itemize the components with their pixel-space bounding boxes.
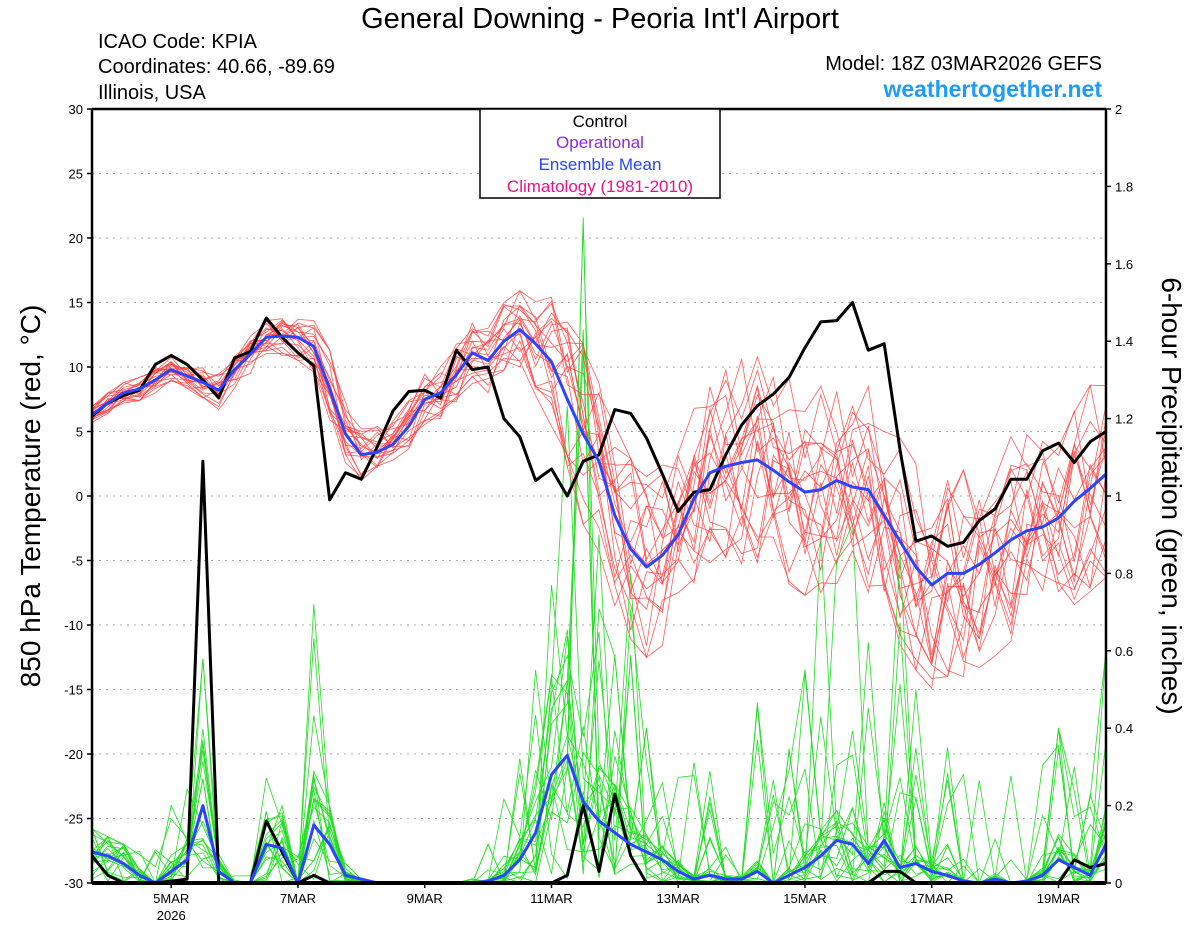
member-temp-line [91,299,1107,678]
y2-tick-label: 1.4 [1115,334,1133,349]
member-precip-line [91,223,1107,885]
member-precip-line [91,622,1107,885]
member-precip-line [91,609,1107,884]
y2-tick-label: 0.8 [1115,566,1133,581]
legend-control: Control [573,112,628,131]
region: Illinois, USA [98,82,206,104]
y-tick-label: -30 [64,876,83,891]
icao-code: ICAO Code: KPIA [98,31,258,53]
x-tick-label: 13MAR [657,891,700,906]
axes: -30 -25 -20 -15 -10 -5 0 5 10 15 20 25 30 0 0.2 0.4 0.6 0… [64,102,1133,923]
member-temp-line [91,318,1107,602]
legend: Control Operational Ensemble Mean Climat… [479,108,721,199]
control-temp-line [91,301,1107,548]
x-tick-year: 2026 [157,908,186,923]
x-tick-label: 15MAR [783,891,826,906]
legend-box [479,108,721,199]
y-tick-label: -25 [64,812,83,827]
member-precip-line [91,584,1107,884]
y-tick-label: 5 [76,425,83,440]
member-precip-line [91,650,1107,884]
mean-precip-line [91,753,1108,885]
x-tick-label: 7MAR [280,891,316,906]
y-tick-label: -15 [64,683,83,698]
y2-tick-label: 1 [1115,489,1122,504]
y-tick-label: 20 [69,231,83,246]
y-tick-label: -20 [64,747,83,762]
y2-tick-label: 0.6 [1115,644,1133,659]
member-precip-line [91,608,1107,884]
x-tick-label: 5MAR [153,891,189,906]
member-precip-line [91,217,1107,885]
ensemble-members [91,217,1107,885]
legend-ensemble-mean: Ensemble Mean [539,155,662,174]
y-tick-label: 10 [69,360,83,375]
y2-tick-label: 0.2 [1115,799,1133,814]
y2-tick-label: 1.6 [1115,257,1133,272]
y-tick-label: -10 [64,618,83,633]
series-lines [90,301,1108,885]
x-tick-label: 9MAR [407,891,443,906]
y2-tick-label: 2 [1115,102,1122,117]
y2-tick-label: 0 [1115,876,1122,891]
model-run: Model: 18Z 03MAR2026 GEFS [825,53,1102,75]
mean-temp-line [91,328,1108,587]
x-tick-label: 11MAR [530,891,572,906]
member-precip-line [91,679,1107,885]
x-tick-label: 19MAR [1037,891,1080,906]
member-temp-line [91,328,1107,678]
legend-operational: Operational [556,133,644,152]
member-temp-line [91,324,1107,658]
member-precip-line [91,747,1107,885]
member-temp-line [91,305,1107,611]
y-axis-label: 850 hPa Temperature (red, °C) [15,305,46,688]
y2-tick-label: 1.8 [1115,179,1133,194]
gridlines [92,173,1106,819]
legend-climatology: Climatology (1981-2010) [507,177,693,196]
member-precip-line [91,726,1107,885]
y-tick-label: 25 [69,167,83,182]
y2-tick-label: 0.4 [1115,721,1133,736]
y-tick-label: -5 [71,554,83,569]
y2-axis-label: 6-hour Precipitation (green, inches) [1156,277,1187,714]
coordinates: Coordinates: 40.66, -89.69 [98,56,335,78]
y-tick-label: 15 [69,296,83,311]
y-tick-label: 0 [76,489,83,504]
chart-title: General Downing - Peoria Int'l Airport [361,3,839,35]
x-tick-label: 17MAR [910,891,953,906]
y-tick-label: 30 [69,102,83,117]
site-link[interactable]: weathertogether.net [882,76,1102,102]
y2-tick-label: 1.2 [1115,412,1133,427]
member-temp-line [91,305,1107,614]
member-precip-line [91,534,1107,885]
